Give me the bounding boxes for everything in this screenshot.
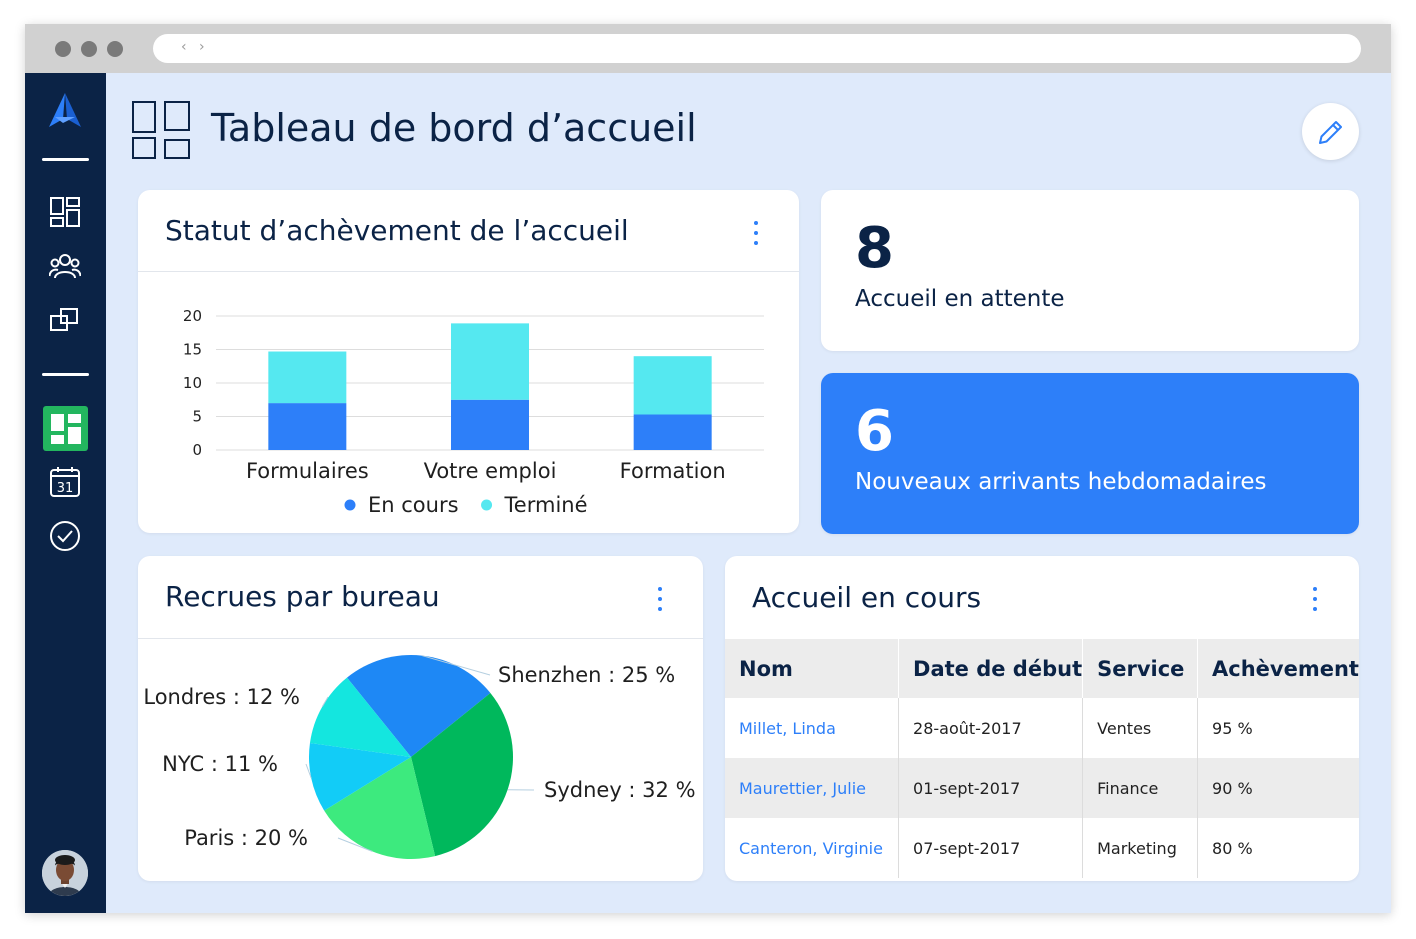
window-dot[interactable] [55,41,71,57]
card-title: Statut d’achèvement de l’accueil [165,214,629,247]
y-tick-label: 15 [183,341,202,359]
service: Finance [1082,758,1199,818]
x-category-label: Formulaires [246,459,369,483]
table-row[interactable]: Millet, Linda 28-août-2017 Ventes 95 % [725,698,1359,758]
bar-segment [268,403,347,450]
pie-slice-label: Paris : 20 % [184,826,308,850]
browser-window: ‹ › [25,24,1391,913]
office-pie-chart: Shenzhen : 25 % Sydney : 32 % Paris : 20 %… [143,655,696,859]
more-options-icon[interactable] [746,218,766,248]
card-divider [138,271,799,272]
back-forward-icon[interactable]: ‹ › [181,39,209,55]
new-hires-card[interactable]: 6 Nouveaux arrivants hebdomadaires [821,373,1359,534]
completion: 90 % [1197,758,1359,818]
y-tick-label: 0 [192,441,202,459]
pie-slice-label: Sydney : 32 % [544,778,696,802]
bar-segment [633,356,712,415]
card-title: Recrues par bureau [165,580,440,613]
pending-onboarding-card[interactable]: 8 Accueil en attente [821,190,1359,351]
onboarding-in-progress-card: Accueil en cours Nom Date de début Servi… [725,556,1359,881]
check-circle-icon[interactable] [47,518,83,554]
window-dot[interactable] [107,41,123,57]
column-header-completion[interactable]: Achèvement [1197,639,1359,698]
card-divider [138,638,703,639]
table-header-row: Nom Date de début Service Achèvement [725,639,1359,698]
sidebar-divider [42,158,89,161]
start-date: 07-sept-2017 [898,818,1084,878]
employee-name-link[interactable]: Millet, Linda [725,698,900,758]
pie-leader-line [321,696,329,707]
dashboard-icon [132,101,190,159]
column-header-start-date[interactable]: Date de début [898,639,1084,698]
address-bar[interactable]: ‹ › [153,34,1361,63]
legend-label: Terminé [504,493,588,517]
more-options-icon[interactable] [650,584,670,614]
service: Marketing [1082,818,1199,878]
pie-leader-line [305,763,312,779]
completion-status-card: Statut d’achèvement de l’accueil 0 5 10 15 2… [138,190,799,533]
boxes-icon[interactable] [47,302,83,338]
start-date: 28-août-2017 [898,698,1084,758]
x-category-label: Votre emploi [424,459,557,483]
completion: 80 % [1212,838,1253,858]
y-tick-label: 20 [183,307,202,325]
new-hires-count: 6 [855,399,894,464]
pie-slice [324,757,436,859]
service: Ventes [1082,698,1199,758]
pencil-icon [1318,120,1342,144]
pie-slice-label: Londres : 12 % [143,685,300,709]
pie-slice-label: Shenzhen : 25 % [498,663,675,687]
window-dot[interactable] [81,41,97,57]
more-options-icon[interactable] [1305,584,1325,614]
column-header-service[interactable]: Service [1082,639,1199,698]
pending-count: 8 [855,216,894,281]
legend-marker [344,499,356,511]
bar-segment [633,414,712,450]
page-title: Tableau de bord d’accueil [211,106,697,150]
calendar-day-label: 31 [57,481,74,496]
pie-slice [309,742,411,811]
legend-marker [481,499,493,511]
pie-slice [411,692,513,857]
pie-leader-line [421,655,491,676]
pie-leader-line [337,837,373,852]
new-hires-label: Nouveaux arrivants hebdomadaires [855,469,1267,495]
edit-button[interactable] [1302,103,1359,160]
completion-bar-chart: 0 5 10 15 20 Formulaires Votre emploi Formation… [183,307,764,517]
start-date: 01-sept-2017 [898,758,1084,818]
y-tick-label: 10 [183,374,202,392]
column-header-name[interactable]: Nom [725,639,900,698]
pie-slice [346,655,491,757]
completion: 95 % [1212,718,1253,738]
bar-segment [451,323,529,400]
onboarding-table: Nom Date de début Service Achèvement Mil… [725,639,1359,878]
dashboard-icon[interactable] [47,194,83,230]
x-category-label: Formation [620,459,726,483]
pie-slice [309,677,411,757]
calendar-icon[interactable]: 31 [47,464,83,500]
bar-segment [451,399,529,450]
app-logo-icon[interactable] [45,91,85,131]
card-title: Accueil en cours [752,581,982,614]
employee-name-link[interactable]: Canteron, Virginie [725,818,900,878]
recruits-by-office-card: Recrues par bureau Shenzhen : 25 % Sydney… [138,556,703,881]
avatar[interactable] [42,850,88,896]
bar-segment [268,351,347,404]
y-tick-label: 5 [192,408,202,426]
board-icon[interactable] [43,406,88,451]
sidebar-divider [42,373,89,376]
table-row[interactable]: Canteron, Virginie 07-sept-2017 Marketin… [725,818,1359,878]
legend-label: En cours [368,493,459,517]
sidebar: 31 [25,73,106,913]
pie-slice-label: NYC : 11 % [162,752,278,776]
browser-chrome: ‹ › [25,24,1391,73]
pending-label: Accueil en attente [855,286,1065,312]
people-icon[interactable] [47,248,83,284]
table-row[interactable]: Maurettier, Julie 01-sept-2017 Finance 9… [725,758,1359,818]
employee-name-link[interactable]: Maurettier, Julie [725,758,900,818]
